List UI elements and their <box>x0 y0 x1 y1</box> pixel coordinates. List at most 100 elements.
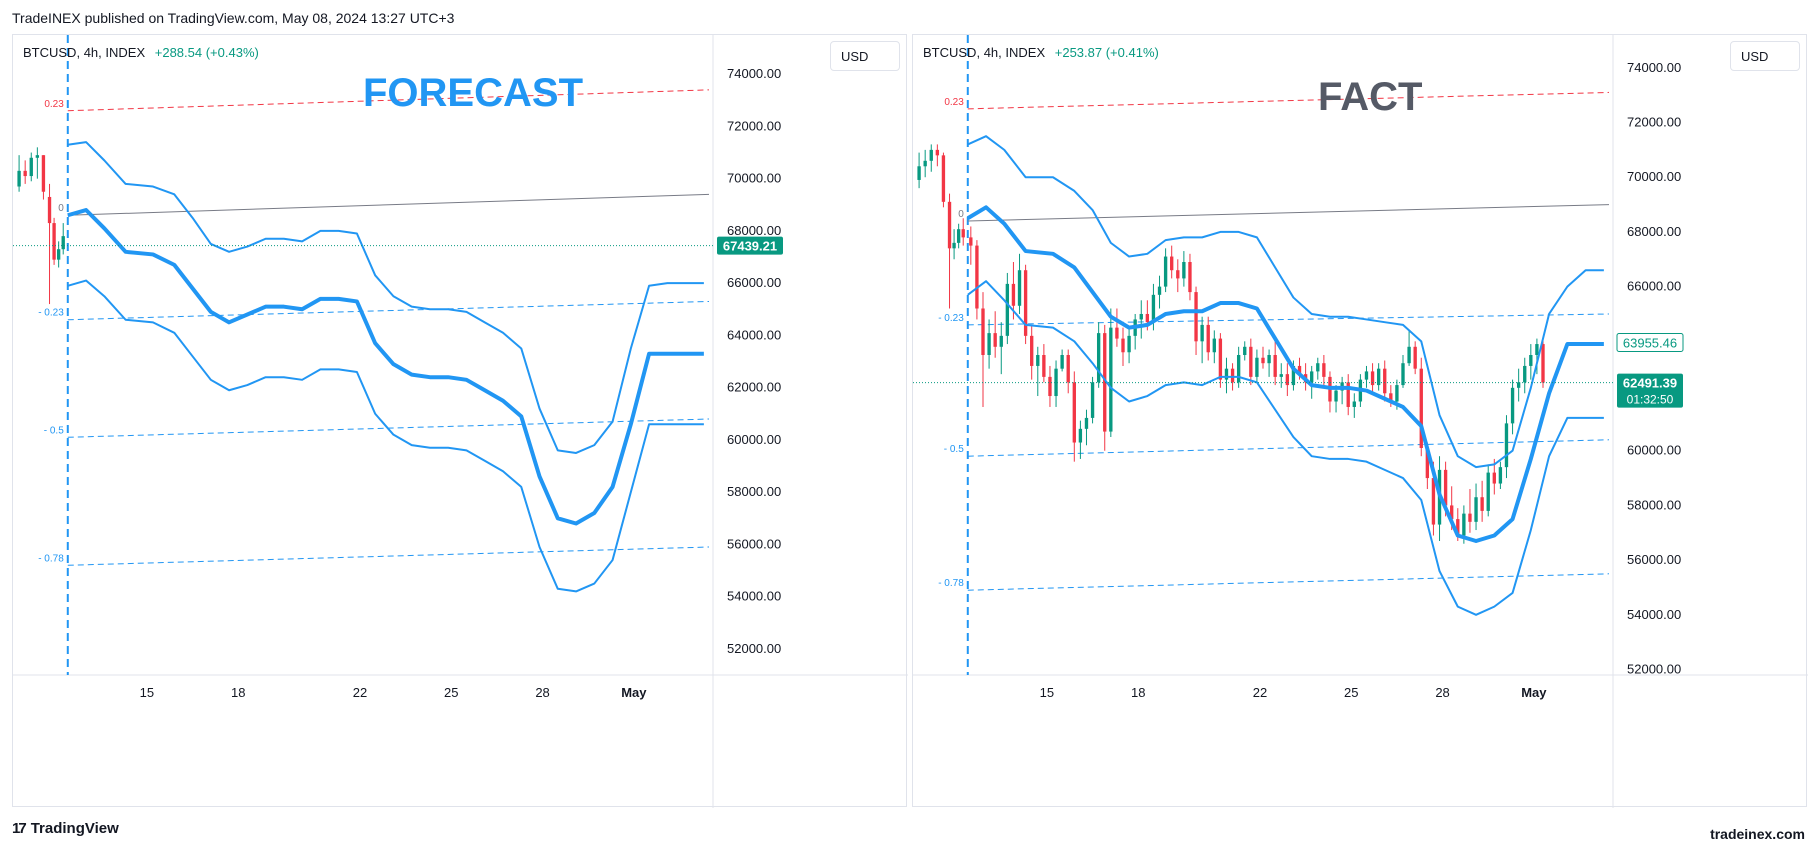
candle-body <box>1042 355 1046 377</box>
symbol-interval[interactable]: 4h <box>83 45 99 60</box>
current-price-label: 62491.39 <box>1623 376 1677 391</box>
fact-chart-svg[interactable]: 74000.00 72000.00 70000.00 68000.00 66000.00… <box>913 35 1808 808</box>
candle-body <box>1529 355 1533 366</box>
candle-body <box>1316 363 1320 372</box>
candle-body <box>1535 344 1539 355</box>
candle-body <box>1273 355 1277 377</box>
candle-body <box>987 333 991 355</box>
tradingview-brand[interactable]: 17 TradingView <box>12 820 119 837</box>
x-tick-label: 22 <box>353 685 367 700</box>
symbol-interval[interactable]: 4h <box>983 45 999 60</box>
y-tick-label: 58000.00 <box>1627 497 1681 512</box>
fib-level-line <box>67 89 710 112</box>
candle-body <box>1468 513 1472 522</box>
candle-body <box>1017 270 1022 306</box>
candle-body <box>929 149 933 161</box>
y-tick-label: 68000.00 <box>727 223 781 238</box>
x-tick-label: 15 <box>140 685 154 700</box>
y-tick-label: 66000.00 <box>727 275 781 290</box>
candle-body <box>961 229 965 238</box>
candle-body <box>1090 382 1095 418</box>
fib-level-label: - 0.23 <box>938 313 964 324</box>
watermark: tradeinex.com <box>1710 826 1805 842</box>
band-lower-line <box>67 279 704 593</box>
candle-body <box>1498 467 1503 484</box>
candle-body <box>1236 355 1241 383</box>
price-label-box <box>717 236 783 255</box>
fib-level-label: 0 <box>958 209 964 220</box>
x-tick-label: 18 <box>231 685 245 700</box>
candle-body <box>917 166 921 180</box>
candle-body <box>1383 368 1387 394</box>
fib-level-label: - 0.78 <box>938 578 964 589</box>
price-label-box <box>1617 373 1683 408</box>
candle-body <box>17 170 21 187</box>
candle-body <box>1425 447 1430 479</box>
candle-body <box>1255 357 1259 377</box>
candle-body <box>1504 423 1509 468</box>
y-tick-label: 52000.00 <box>727 641 781 656</box>
candle-body <box>61 236 65 250</box>
publish-header: TradeINEX published on TradingView.com, … <box>12 10 455 26</box>
y-tick-label: 56000.00 <box>1627 552 1681 567</box>
candle-body <box>1413 346 1417 369</box>
fib-level-label: 0.23 <box>44 99 64 110</box>
candle-body <box>952 242 956 249</box>
candle-body <box>1541 344 1545 383</box>
y-tick-label: 72000.00 <box>1627 115 1681 130</box>
symbol-name[interactable]: BTCUSD <box>923 45 977 60</box>
chart-panel-fact[interactable]: 74000.00 72000.00 70000.00 68000.00 66000.00… <box>912 34 1808 808</box>
candle-body <box>1395 385 1399 402</box>
candle-body <box>1376 368 1381 386</box>
brand-name: TradingView <box>30 820 119 837</box>
y-tick-label: 58000.00 <box>727 484 781 499</box>
symbol-legend[interactable]: BTCUSD, 4h, INDEX +288.54 (+0.43%) <box>23 45 259 60</box>
candle-body <box>1474 497 1478 522</box>
candle-body <box>1109 327 1113 432</box>
candle-body <box>1036 355 1040 366</box>
band-upper-line <box>967 135 1604 469</box>
candle-body <box>1291 365 1296 386</box>
y-tick-label: 64000.00 <box>727 327 781 342</box>
price-change: +253.87 (+0.41%) <box>1054 45 1159 60</box>
band-upper-line <box>67 141 704 454</box>
y-tick-label: 62000.00 <box>727 380 781 395</box>
candle-body <box>1401 363 1405 386</box>
currency-button[interactable]: USD <box>1730 41 1800 71</box>
y-tick-label: 70000.00 <box>1627 169 1681 184</box>
x-tick-label: 25 <box>1344 685 1358 700</box>
candle-body <box>1462 513 1466 536</box>
candle-body <box>1151 294 1156 323</box>
candle-body <box>1011 283 1016 306</box>
y-tick-label: 54000.00 <box>1627 607 1681 622</box>
chart-panel-forecast[interactable]: 74000.00 72000.00 70000.00 68000.00 66000.00… <box>12 34 908 808</box>
y-tick-label: 56000.00 <box>727 536 781 551</box>
x-tick-label: 28 <box>535 685 549 700</box>
candle-body <box>56 249 61 260</box>
symbol-name[interactable]: BTCUSD <box>23 45 77 60</box>
current-price-label: 67439.21 <box>723 239 777 254</box>
forecast-chart-svg[interactable]: 74000.00 72000.00 70000.00 68000.00 66000.00… <box>13 35 908 808</box>
fib-level-label: 0 <box>58 203 64 214</box>
fib-level-line <box>967 439 1610 457</box>
fib-level-line <box>67 546 710 566</box>
candle-body <box>1419 368 1423 448</box>
symbol-legend[interactable]: BTCUSD, 4h, INDEX +253.87 (+0.41%) <box>923 45 1159 60</box>
fib-level-label: - 0.23 <box>38 308 64 319</box>
chart-title-forecast: FORECAST <box>363 71 583 115</box>
candle-body <box>1486 472 1490 511</box>
candle-body <box>1206 324 1210 353</box>
currency-button[interactable]: USD <box>830 41 900 71</box>
candle-body <box>1200 324 1204 342</box>
candle-body <box>23 170 27 177</box>
y-tick-label: 74000.00 <box>1627 60 1681 75</box>
tradingview-logo-icon: 17 <box>12 820 27 837</box>
candle-body <box>1139 313 1143 320</box>
x-tick-label: May <box>621 685 647 700</box>
fib-level-line <box>967 204 1610 222</box>
candle-body <box>1054 368 1058 397</box>
fib-level-line <box>967 573 1610 591</box>
x-tick-label: 22 <box>1253 685 1267 700</box>
candle-body <box>947 201 952 249</box>
candle-body <box>1176 270 1180 279</box>
